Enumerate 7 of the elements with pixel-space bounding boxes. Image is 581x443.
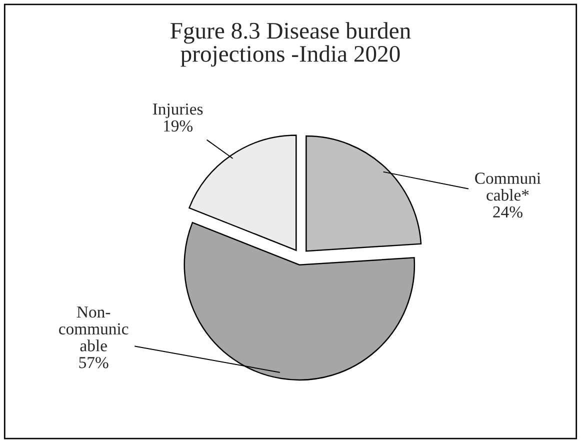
chart-title: Fgure 8.3 Disease burden projections -India 2020 [170,22,411,67]
data-label: 57% [79,356,108,368]
slice-label: Injuries [152,104,203,118]
data-label: 19% [164,120,193,132]
slice-label: Non- communic able [59,306,128,352]
data-label: 24% [493,206,522,218]
slice-label: Communi cable* [475,172,541,201]
